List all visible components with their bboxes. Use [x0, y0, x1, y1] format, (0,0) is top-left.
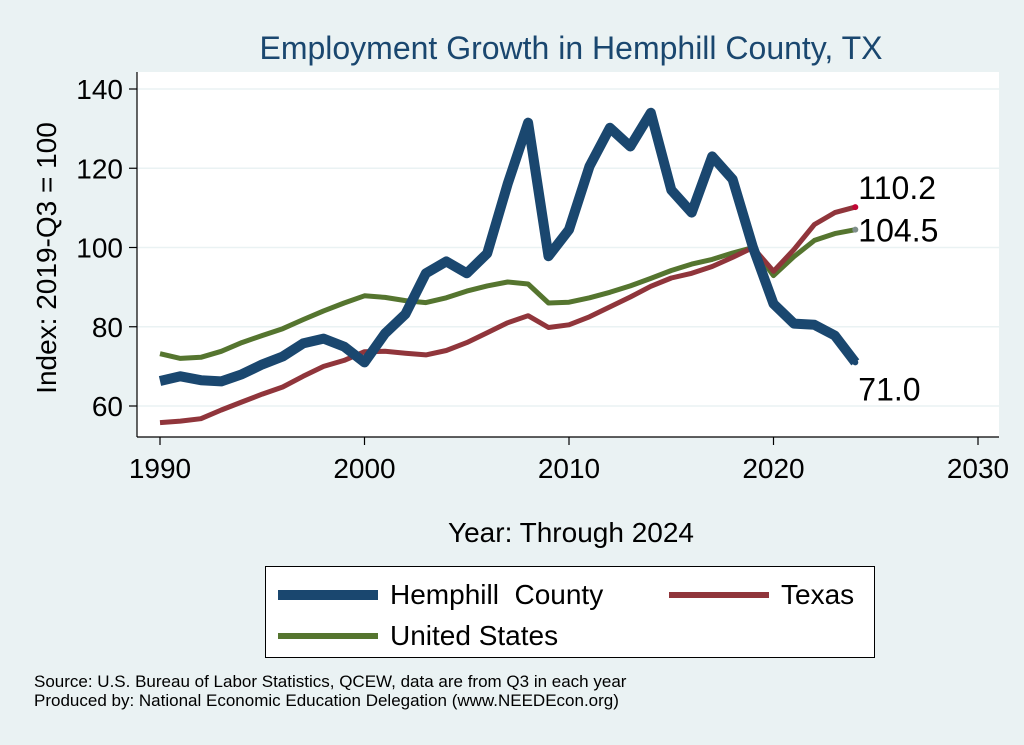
end-label-us: 104.5 — [858, 213, 938, 249]
end-label-texas: 110.2 — [858, 170, 936, 206]
x-tick-label-2020: 2020 — [742, 453, 804, 484]
end-label-hemphill: 71.0 — [858, 371, 920, 407]
legend: Hemphill County Texas United States — [265, 566, 875, 658]
source-line-2: Produced by: National Economic Education… — [34, 691, 619, 710]
legend-item-us: United States — [278, 620, 558, 652]
series-lines — [158, 107, 860, 426]
end-marker-hemphill — [852, 359, 859, 366]
source-note: Source: U.S. Bureau of Labor Statistics,… — [34, 672, 626, 710]
chart-title: Employment Growth in Hemphill County, TX — [259, 30, 882, 66]
y-axis-label: Index: 2019-Q3 = 100 — [31, 122, 62, 394]
source-line-1: Source: U.S. Bureau of Labor Statistics,… — [34, 672, 627, 691]
series-line-us — [159, 227, 856, 361]
y-tick-label-60: 60 — [92, 391, 123, 422]
end-labels: 71.0 110.2 104.5 — [852, 170, 938, 407]
legend-label-texas: Texas — [781, 579, 855, 610]
x-tick-label-2030: 2030 — [947, 453, 1009, 484]
series-line-hemphill — [158, 107, 860, 387]
end-marker-us — [852, 226, 859, 233]
legend-swatch-texas — [669, 592, 769, 598]
legend-item-hemphill: Hemphill County — [278, 579, 603, 611]
chart: Employment Growth in Hemphill County, TX… — [31, 30, 1009, 548]
x-tick-label-1990: 1990 — [129, 453, 191, 484]
y-tick-label-120: 120 — [76, 153, 123, 184]
x-tick-label-2010: 2010 — [538, 453, 600, 484]
y-tick-label-100: 100 — [76, 233, 123, 264]
x-tick-label-2000: 2000 — [333, 453, 395, 484]
series-line-texas — [159, 204, 856, 426]
legend-label-us: United States — [390, 620, 559, 651]
legend-label-hemphill: Hemphill County — [390, 579, 604, 610]
end-marker-texas — [852, 204, 859, 211]
axes: 60 80 100 120 140 1990 2000 2010 2020 2030 — [76, 72, 1009, 484]
legend-swatch-us — [278, 633, 378, 639]
y-tick-label-140: 140 — [76, 74, 123, 105]
plot-area — [137, 72, 999, 437]
x-axis-label: Year: Through 2024 — [448, 517, 694, 548]
legend-item-texas: Texas — [669, 579, 854, 611]
legend-swatch-hemphill — [278, 590, 378, 600]
y-tick-label-80: 80 — [92, 312, 123, 343]
